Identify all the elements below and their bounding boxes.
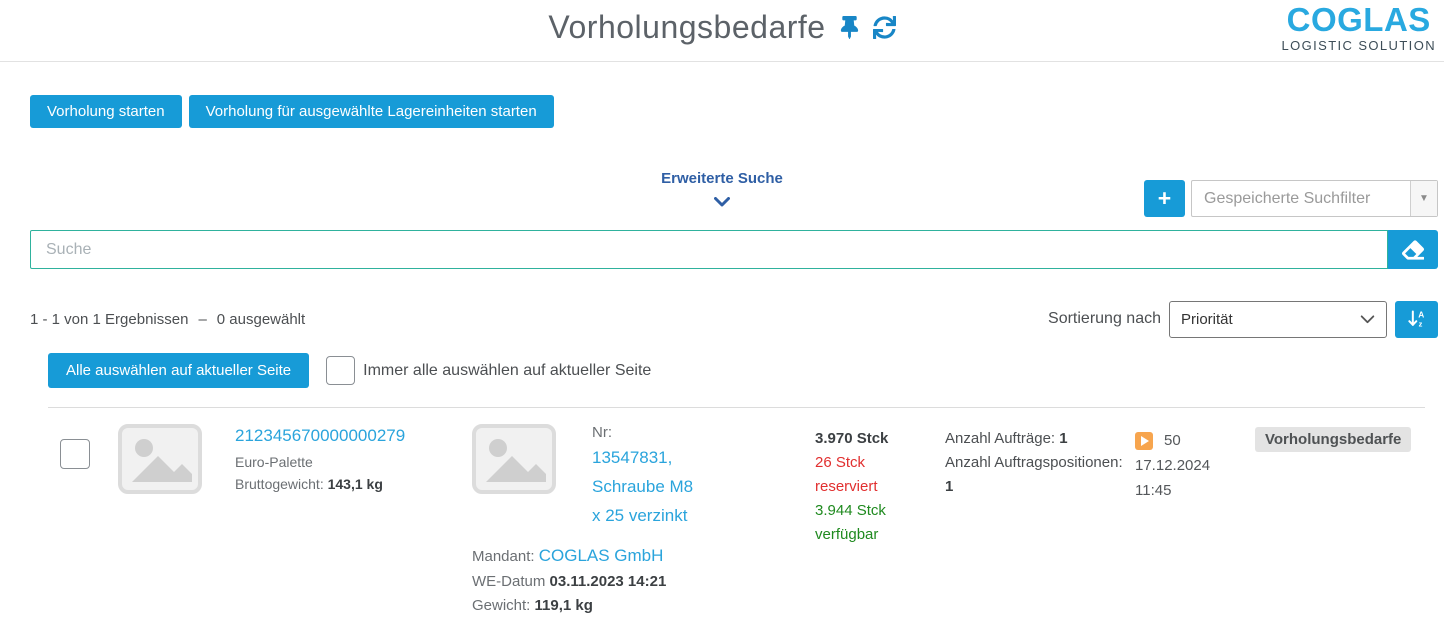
sort-label: Sortierung nach xyxy=(1048,310,1161,327)
results-count-text: 1 - 1 von 1 Ergebnissen xyxy=(30,310,189,328)
eraser-icon xyxy=(1402,239,1424,260)
saved-filters-placeholder: Gespeicherte Suchfilter xyxy=(1204,189,1371,207)
page-header: Vorholungsbedarfe COGLAS LOGISTIC SOLUTI… xyxy=(0,0,1444,62)
article-image-placeholder xyxy=(472,424,556,494)
results-sort-row: 1 - 1 von 1 Ergebnissen –0 ausgewählt Sor… xyxy=(30,297,1438,341)
row-checkbox[interactable] xyxy=(60,439,90,469)
page-title: Vorholungsbedarfe xyxy=(548,9,826,45)
orders-label: Anzahl Aufträge: xyxy=(945,430,1056,447)
priority-play-icon xyxy=(1135,431,1153,450)
always-select-all-label: Immer alle auswählen auf aktueller Seite xyxy=(363,361,652,379)
search-bar xyxy=(30,230,1438,269)
title-wrap: Vorholungsbedarfe xyxy=(0,9,1444,46)
article-nr-label: Nr: xyxy=(592,424,612,441)
gross-weight-label: Bruttogewicht: xyxy=(235,476,324,492)
chevron-down-icon xyxy=(1360,314,1375,323)
select-all-row: Alle auswählen auf aktueller Seite Immer… xyxy=(48,353,651,388)
sort-selected-value: Priorität xyxy=(1181,310,1233,328)
add-filter-button[interactable]: + xyxy=(1144,180,1185,217)
dropdown-arrow-icon[interactable]: ▼ xyxy=(1410,181,1437,216)
we-date-label: WE-Datum xyxy=(472,573,546,590)
select-all-button[interactable]: Alle auswählen auf aktueller Seite xyxy=(48,353,310,388)
results-count: 1 - 1 von 1 Ergebnissen –0 ausgewählt xyxy=(30,311,305,328)
orders-line: Anzahl Aufträge: 1 xyxy=(945,427,1131,451)
mandant-link[interactable]: COGLAS GmbH xyxy=(538,546,664,565)
saved-filters-select[interactable]: Gespeicherte Suchfilter ▼ xyxy=(1191,180,1438,217)
weight-label: Gewicht: xyxy=(472,597,531,614)
stock-total: 3.970 Stck xyxy=(815,430,889,447)
start-vorholung-selected-button[interactable]: Vorholung für ausgewählte Lagereinheiten… xyxy=(188,95,554,128)
logo-tagline: LOGISTIC SOLUTION xyxy=(1281,38,1436,53)
order-positions-label: Anzahl Auftragspositionen: xyxy=(945,454,1123,471)
advanced-search-toggle: Erweiterte Suche xyxy=(0,170,1444,207)
sort-direction-button[interactable]: A z xyxy=(1395,300,1438,338)
order-positions-line: Anzahl Auftragspositionen: 1 xyxy=(945,451,1131,499)
sort-controls: Sortierung nach Priorität A z xyxy=(1048,300,1438,338)
always-select-all-checkbox[interactable] xyxy=(326,356,356,385)
priority-line: 50 xyxy=(1135,428,1210,453)
mandant-label: Mandant: xyxy=(472,548,535,565)
weight-value: 119,1 kg xyxy=(534,597,593,614)
svg-text:z: z xyxy=(1418,320,1422,329)
results-selected-text: 0 ausgewählt xyxy=(216,310,306,328)
clear-search-button[interactable] xyxy=(1388,230,1438,269)
row-type-badge: Vorholungsbedarfe xyxy=(1255,427,1412,452)
stock-available: 3.944 Stck verfügbar xyxy=(815,502,886,543)
article-top: Nr: 13547831, Schraube M8 x 25 verzinkt xyxy=(472,424,802,530)
chevron-down-icon[interactable] xyxy=(714,197,730,207)
article-name-col: Nr: 13547831, Schraube M8 x 25 verzinkt xyxy=(592,424,704,530)
priority-column: 50 17.12.2024 11:45 xyxy=(1135,428,1210,503)
storage-unit-column: 212345670000000279 Euro-Palette Bruttoge… xyxy=(235,426,475,492)
sort-alpha-down-icon: A z xyxy=(1407,309,1424,329)
weight-line: Gewicht: 119,1 kg xyxy=(472,597,802,614)
we-date-line: WE-Datum 03.11.2023 14:21 xyxy=(472,573,802,590)
storage-unit-type: Euro-Palette xyxy=(235,454,313,470)
search-input[interactable] xyxy=(30,230,1388,269)
result-row: 212345670000000279 Euro-Palette Bruttoge… xyxy=(48,415,1425,615)
stock-column: 3.970 Stck 26 Stck reserviert 3.944 Stck… xyxy=(815,427,912,547)
action-toolbar: Vorholung starten Vorholung für ausgewäh… xyxy=(30,95,554,128)
orders-column: Anzahl Aufträge: 1 Anzahl Auftragspositi… xyxy=(945,427,1131,499)
results-separator: – xyxy=(198,310,207,328)
order-positions-value: 1 xyxy=(945,478,954,495)
storage-unit-link[interactable]: 212345670000000279 xyxy=(235,426,406,445)
coglas-logo: COGLAS LOGISTIC SOLUTION xyxy=(1281,3,1436,52)
gross-weight-value: 143,1 kg xyxy=(327,476,383,492)
row-divider xyxy=(48,407,1425,408)
start-vorholung-button[interactable]: Vorholung starten xyxy=(30,95,182,128)
storage-unit-image-placeholder xyxy=(118,424,202,494)
priority-value: 50 xyxy=(1164,432,1181,449)
sort-select[interactable]: Priorität xyxy=(1169,300,1387,338)
article-link[interactable]: 13547831, Schraube M8 x 25 verzinkt xyxy=(592,448,694,525)
stock-reserved: 26 Stck reserviert xyxy=(815,454,878,495)
logo-name: COGLAS xyxy=(1286,1,1431,38)
svg-text:A: A xyxy=(1418,309,1424,319)
due-date: 17.12.2024 xyxy=(1135,457,1211,474)
gross-weight-line: Bruttogewicht: 143,1 kg xyxy=(235,476,475,492)
we-date-value: 03.11.2023 14:21 xyxy=(549,573,667,590)
article-column: Nr: 13547831, Schraube M8 x 25 verzinkt … xyxy=(472,424,802,614)
advanced-search-label[interactable]: Erweiterte Suche xyxy=(661,170,783,187)
refresh-icon[interactable] xyxy=(872,16,896,39)
pin-icon[interactable] xyxy=(838,16,861,39)
orders-value: 1 xyxy=(1059,430,1068,447)
due-time: 11:45 xyxy=(1135,482,1172,499)
mandant-line: Mandant: COGLAS GmbH xyxy=(472,546,802,566)
saved-filters-group: + Gespeicherte Suchfilter ▼ xyxy=(1144,180,1438,217)
article-lines: Mandant: COGLAS GmbH WE-Datum 03.11.2023… xyxy=(472,546,802,614)
